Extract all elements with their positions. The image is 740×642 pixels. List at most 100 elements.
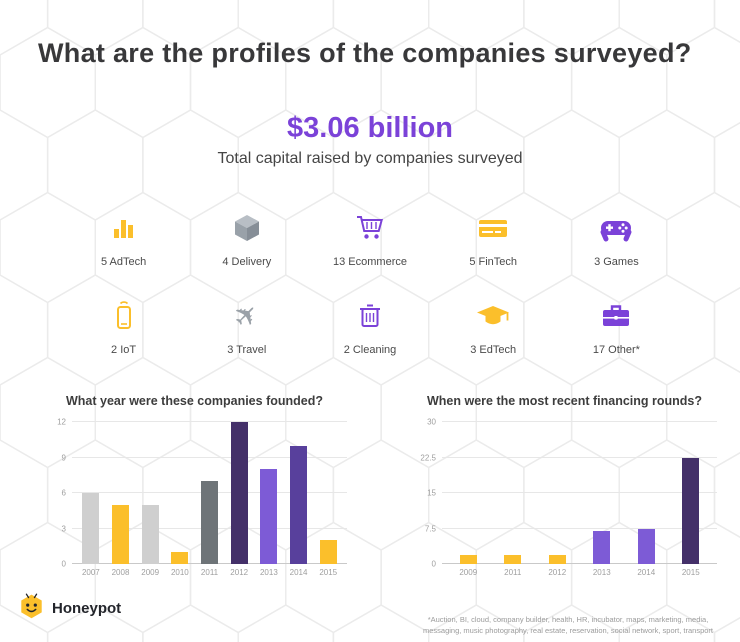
capital-summary: $3.06 billion Total capital raised by co… <box>0 112 740 168</box>
category-label: 17 Other* <box>592 344 640 356</box>
honeypot-logo: Honeypot <box>18 591 121 626</box>
bar-cell <box>135 422 165 564</box>
category-label: 5 AdTech <box>100 256 147 268</box>
y-tick-label: 0 <box>61 559 66 569</box>
category-label: 3 EdTech <box>470 344 517 356</box>
y-tick-label: 0 <box>431 559 436 569</box>
x-tick-label: 2007 <box>81 568 100 577</box>
bar-2014 <box>637 528 655 564</box>
x-tick-label: 2010 <box>170 568 189 577</box>
bars <box>442 422 717 564</box>
x-tick-label: 2011 <box>504 568 522 577</box>
bar-2014 <box>290 445 308 564</box>
bar-2012 <box>230 422 248 564</box>
plot-area: 0 3 6 9 12 <box>57 418 347 569</box>
x-tick-label: 2011 <box>200 568 219 577</box>
category-ecommerce: 13 Ecommerce <box>308 206 431 268</box>
category-iot: 2 IoT <box>62 294 185 356</box>
y-tick-label: 9 <box>61 453 66 462</box>
x-axis-labels: 2009 2011 2012 2013 2014 2015 <box>442 568 717 577</box>
bar-cell <box>580 422 625 564</box>
bar-cell <box>284 422 314 564</box>
bar-cell <box>313 422 343 564</box>
y-tick-label: 3 <box>61 524 66 533</box>
category-label: 4 Delivery <box>222 256 272 268</box>
bar-2011 <box>504 554 522 564</box>
chart-title: What year were these companies founded? <box>65 394 323 408</box>
bar-cell <box>669 422 714 564</box>
footnote: *Auction, BI, cloud, company builder, he… <box>423 614 713 635</box>
x-tick-label: 2014 <box>289 568 308 577</box>
gridline <box>72 456 347 458</box>
category-label: 2 IoT <box>111 344 137 356</box>
category-games: 3 Games <box>555 206 678 268</box>
y-tick-label: 30 <box>427 417 436 427</box>
bar-cell <box>446 422 491 564</box>
bar-2007 <box>82 493 100 564</box>
bars <box>72 422 347 564</box>
gridline <box>442 456 717 458</box>
bar-chart-icon <box>107 206 141 250</box>
hexagon <box>713 121 740 209</box>
page-title: What are the profiles of the companies s… <box>38 38 692 68</box>
bar-cell <box>254 422 284 564</box>
category-other: 17 Other* <box>555 294 678 356</box>
trash-bin-icon <box>352 294 388 338</box>
chart-title: When were the most recent financing roun… <box>426 394 703 408</box>
bar-2010 <box>171 552 189 564</box>
category-delivery: 4 Delivery <box>185 206 308 268</box>
smart-device-icon <box>106 294 142 338</box>
bar-cell <box>195 422 225 564</box>
bar-cell <box>76 422 106 564</box>
shopping-cart-icon <box>352 206 388 250</box>
bar-2009 <box>459 554 477 564</box>
category-adtech: 5 AdTech <box>62 206 185 268</box>
gamepad-icon <box>597 206 635 250</box>
gridline <box>442 492 717 493</box>
x-tick-label: 2012 <box>548 568 567 577</box>
hexagon <box>713 286 740 374</box>
honeypot-bee-icon <box>18 591 45 626</box>
bar-2008 <box>112 504 129 564</box>
category-label: 3 Games <box>594 256 639 268</box>
brand-name: Honeypot <box>52 600 122 617</box>
gridline <box>442 421 717 422</box>
gridline <box>72 421 347 422</box>
credit-card-icon <box>475 206 511 250</box>
bar-cell <box>491 422 536 564</box>
category-label: 3 Travel <box>227 344 267 356</box>
bar-cell <box>106 422 136 564</box>
category-label: 13 Ecommerce <box>333 256 407 268</box>
y-tick-label: 12 <box>57 417 66 427</box>
hexagon <box>713 451 740 539</box>
bar-2015 <box>682 457 700 564</box>
category-label: 5 FinTech <box>469 256 518 268</box>
bar-cell <box>624 422 669 564</box>
plot-wrap: 0 3 6 9 12 2007 2008 2009 2010 2011 2012 2013 2014 2… <box>42 418 347 577</box>
x-tick-label: 2009 <box>141 568 160 577</box>
x-tick-label: 2015 <box>681 568 700 577</box>
category-edtech: 3 EdTech <box>432 294 555 356</box>
bar-cell <box>535 422 580 564</box>
cube-icon <box>229 206 265 250</box>
gridline <box>442 563 717 564</box>
bar-2013 <box>260 469 278 564</box>
bar-2009 <box>141 504 159 564</box>
hexagon <box>713 616 740 642</box>
founded-year-chart: What year were these companies founded? … <box>42 394 347 577</box>
airplane-icon: ✈ <box>226 295 267 336</box>
bar-2015 <box>319 540 337 564</box>
capital-amount: $3.06 billion <box>287 112 453 144</box>
x-tick-label: 2009 <box>459 568 478 577</box>
y-tick-label: 6 <box>61 488 66 498</box>
plot-wrap: 0 7.5 15 22.5 30 2009 2011 2012 2013 2014 2015 <box>412 418 717 577</box>
briefcase-icon <box>598 294 634 338</box>
x-tick-label: 2008 <box>111 568 130 577</box>
x-axis-labels: 2007 2008 2009 2010 2011 2012 2013 2014 2015 <box>72 568 347 577</box>
y-tick-label: 22.5 <box>420 453 436 462</box>
category-grid: 5 AdTech 4 Delivery 13 Ec <box>62 206 678 356</box>
gridline <box>442 527 717 529</box>
category-travel: ✈ 3 Travel <box>185 294 308 356</box>
